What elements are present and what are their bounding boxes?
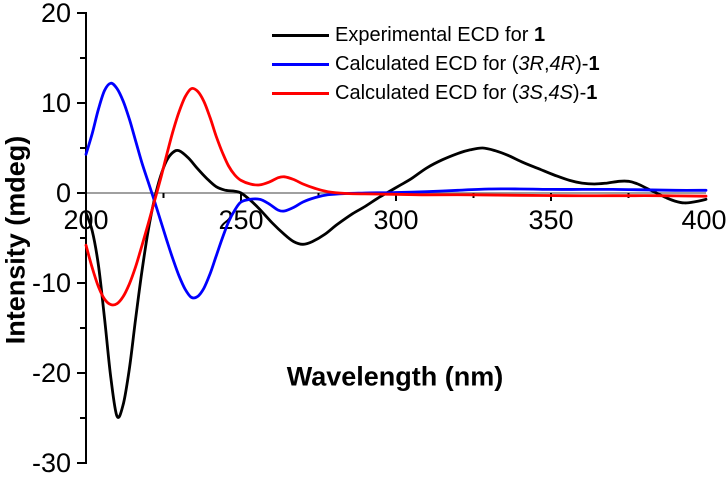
legend-label-segment: 1 <box>586 82 598 104</box>
legend-label-segment: 4S <box>548 82 573 104</box>
legend-entry-calc-3s4s: Calculated ECD for (3S,4S)-1 <box>272 79 600 108</box>
y-tick-label: 10 <box>41 88 71 118</box>
legend-label-segment: , <box>542 82 549 104</box>
series-experimental-curve <box>84 146 708 419</box>
x-tick-label: 350 <box>528 205 573 235</box>
legend-line-sample <box>272 34 329 37</box>
legend-line-sample <box>272 63 329 66</box>
legend-entry-experimental: Experimental ECD for 1 <box>272 21 600 50</box>
legend-label: Experimental ECD for 1 <box>335 24 545 47</box>
legend-label-segment: Experimental ECD for <box>335 24 534 46</box>
legend-label-segment: 1 <box>533 24 546 46</box>
legend-label-segment: Calculated ECD for ( <box>335 82 519 104</box>
legend-label-segment: , <box>543 53 550 75</box>
legend-label-segment: 1 <box>588 53 600 75</box>
legend-label-segment: )- <box>575 53 589 75</box>
x-tick-label: 200 <box>63 205 108 235</box>
y-tick-label: 20 <box>41 0 71 28</box>
y-tick-label: -10 <box>32 268 71 298</box>
legend-entry-calc-3r4r: Calculated ECD for (3R,4R)-1 <box>272 50 600 79</box>
legend-label-segment: 3S <box>518 82 543 104</box>
x-tick-label: 400 <box>681 205 726 235</box>
legend-label: Calculated ECD for (3S,4S)-1 <box>335 82 597 105</box>
y-axis-title: Intensity (mdeg) <box>0 135 31 345</box>
x-tick-label: 300 <box>373 205 418 235</box>
y-tick-label: 0 <box>56 178 71 208</box>
legend: Experimental ECD for 1 Calculated ECD for… <box>272 21 600 108</box>
legend-label-segment: Calculated ECD for ( <box>335 53 519 75</box>
series-calc-3r4r-curve <box>84 81 708 300</box>
legend-label: Calculated ECD for (3R,4R)-1 <box>335 53 600 76</box>
x-axis-title: Wavelength (nm) <box>286 361 504 392</box>
legend-line-sample <box>272 92 329 95</box>
legend-label-segment: 3R <box>518 53 544 75</box>
y-tick-label: -20 <box>32 358 71 388</box>
legend-label-segment: )- <box>572 82 587 104</box>
y-tick-label: -30 <box>32 448 71 478</box>
series-calc-3s4s-curve <box>84 86 708 307</box>
legend-label-segment: 4R <box>549 53 576 75</box>
